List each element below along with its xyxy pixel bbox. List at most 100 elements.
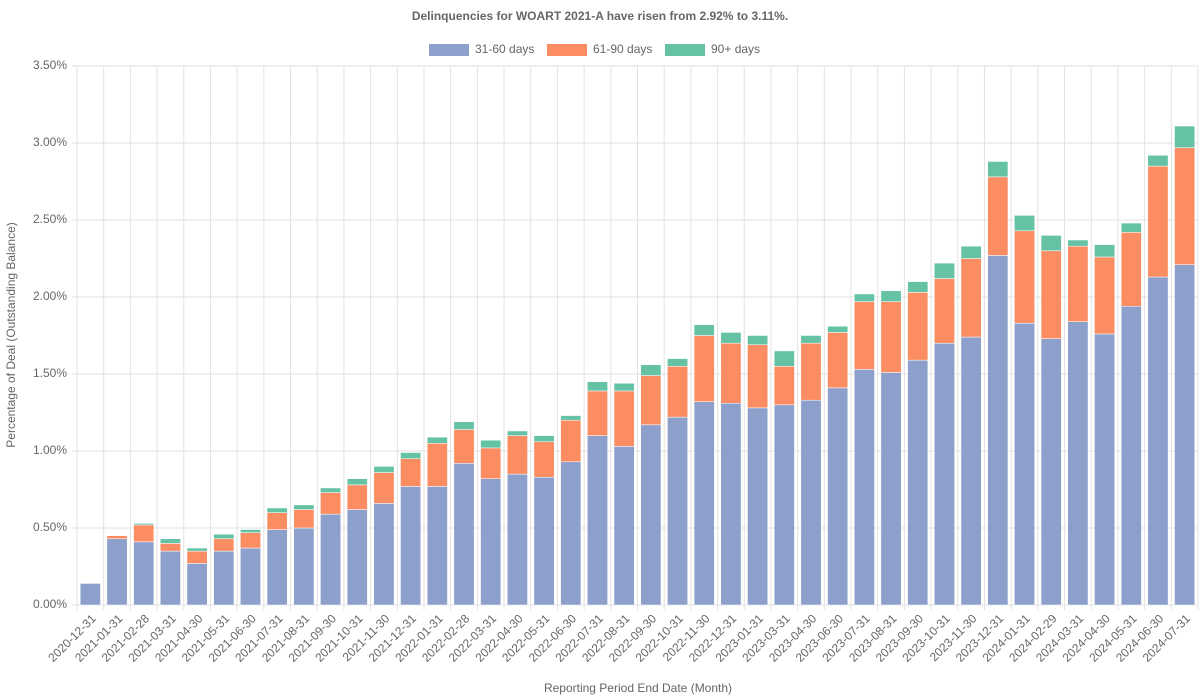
bar-segment	[373, 503, 395, 606]
bar-segment	[987, 176, 1009, 256]
legend-swatch	[547, 44, 587, 56]
bar-segment	[266, 512, 288, 530]
bar-segment	[186, 563, 208, 606]
bar-segment	[453, 421, 475, 430]
bar-segment	[426, 486, 448, 606]
bar-segment	[1147, 276, 1169, 606]
bar-segment	[320, 513, 341, 606]
bar-segment	[747, 344, 768, 409]
bar-segment	[1014, 322, 1035, 606]
bar-segment	[853, 369, 875, 606]
bar-segment	[1094, 256, 1115, 335]
bar-segment	[667, 366, 688, 418]
bar-segment	[400, 452, 422, 459]
bar-segment	[987, 161, 1009, 178]
bar-segment	[160, 550, 181, 606]
bar-segment	[213, 550, 235, 606]
bar-segment	[1094, 244, 1115, 258]
bar-segment	[1120, 222, 1142, 233]
bar-segment	[240, 529, 261, 533]
bar-segment	[827, 387, 849, 606]
bar-segment	[133, 541, 155, 606]
bar-segment	[773, 404, 795, 606]
bar-segment	[907, 359, 929, 606]
bar-segment	[640, 364, 662, 376]
bar-segment	[346, 509, 368, 606]
bar-segment	[320, 492, 341, 515]
bar-segment	[106, 535, 128, 540]
y-tick-label: 3.50%	[33, 58, 67, 72]
y-tick-label: 3.00%	[33, 135, 67, 149]
bar-segment	[507, 430, 528, 436]
bar-segment	[1147, 155, 1169, 167]
bar-segment	[426, 436, 448, 444]
bar-segment	[213, 538, 235, 552]
bar-segment	[934, 278, 955, 344]
bar-segment	[1014, 215, 1035, 232]
bar-segment	[160, 538, 181, 544]
bar-segment	[587, 381, 608, 392]
y-tick-label: 0.50%	[33, 520, 67, 534]
bar-segment	[507, 473, 528, 606]
bar-segment	[266, 529, 288, 606]
bar-segment	[400, 458, 422, 487]
bar-segment	[400, 486, 422, 606]
bar-segment	[880, 372, 902, 606]
bar-segment	[747, 407, 768, 606]
bar-segment	[533, 435, 555, 443]
bar-segment	[240, 532, 261, 549]
bar-segment	[293, 527, 315, 606]
bar-segment	[346, 478, 368, 486]
bar-segment	[293, 509, 315, 529]
bar-segment	[773, 350, 795, 367]
bar-segment	[453, 463, 475, 606]
bar-segment	[1040, 338, 1062, 606]
x-axis-title: Reporting Period End Date (Month)	[544, 681, 732, 695]
bar-segment	[907, 292, 929, 361]
bar-segment	[720, 403, 742, 606]
bar-segment	[1120, 305, 1142, 606]
bar-segment	[480, 447, 502, 479]
bar-segment	[186, 547, 208, 552]
bar-segment	[507, 435, 528, 475]
bar-segment	[160, 543, 181, 552]
bar-segment	[533, 476, 555, 606]
bar-segment	[79, 583, 101, 606]
bar-segment	[1040, 235, 1062, 252]
bar-segment	[1040, 250, 1062, 339]
bar-segment	[934, 342, 955, 606]
bar-segment	[480, 439, 502, 449]
bar-segment	[1174, 125, 1196, 148]
bar-segment	[560, 419, 582, 463]
bar-segment	[667, 358, 688, 367]
bar-segment	[667, 416, 688, 606]
bar-segment	[640, 424, 662, 606]
bar-segment	[827, 332, 849, 389]
bar-segment	[934, 262, 955, 279]
legend-swatch	[429, 44, 469, 56]
y-tick-label: 2.50%	[33, 212, 67, 226]
bar-segment	[1174, 264, 1196, 606]
bar-segment	[1067, 245, 1089, 322]
y-tick-label: 1.00%	[33, 443, 67, 457]
y-tick-label: 2.00%	[33, 289, 67, 303]
bar-segment	[373, 472, 395, 504]
bar-segment	[373, 466, 395, 473]
bar-segment	[106, 538, 128, 606]
legend-label: 90+ days	[711, 42, 760, 56]
bar-segment	[960, 258, 982, 338]
bar-segment	[987, 255, 1009, 606]
bar-segment	[133, 524, 155, 543]
legend-label: 31-60 days	[475, 42, 534, 56]
bar-segment	[480, 478, 502, 606]
bar-segment	[346, 484, 368, 510]
y-axis-title: Percentage of Deal (Outstanding Balance)	[4, 222, 18, 447]
bar-segment	[693, 324, 715, 336]
bar-segment	[426, 443, 448, 487]
bar-segment	[720, 342, 742, 404]
bar-segment	[800, 399, 822, 606]
bar-segment	[587, 390, 608, 436]
bar-segment	[213, 533, 235, 540]
bar-segment	[266, 507, 288, 513]
bar-segment	[560, 415, 582, 421]
